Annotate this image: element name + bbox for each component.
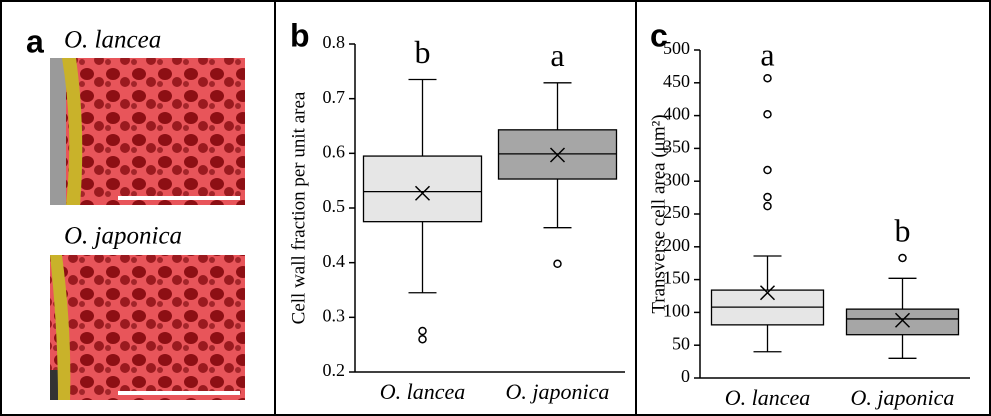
outlier — [898, 253, 907, 263]
x-tick-label: O. japonica — [851, 385, 955, 410]
y-tick-label: 150 — [663, 268, 690, 288]
y-tick-label: 0.6 — [323, 141, 346, 161]
y-tick-label: 200 — [663, 235, 690, 255]
significance-letter: a — [760, 36, 774, 72]
panel-label: a — [26, 23, 44, 59]
species-caption: O. lancea — [64, 27, 161, 54]
outlier — [763, 165, 772, 175]
mean-marker — [894, 312, 911, 328]
x-tick-label: O. lancea — [380, 379, 466, 404]
box — [845, 308, 960, 336]
panel-label: c — [650, 17, 668, 53]
x-tick-label: O. lancea — [725, 385, 811, 410]
outlier — [763, 192, 772, 202]
micrograph — [50, 255, 245, 400]
species-caption: O. japonica — [64, 223, 182, 250]
outlier — [763, 110, 772, 119]
outlier — [418, 334, 427, 344]
outlier — [553, 259, 562, 269]
significance-letter: b — [895, 212, 911, 248]
mean-marker — [759, 285, 776, 301]
micrograph — [50, 58, 245, 205]
y-tick-label: 0 — [681, 366, 690, 386]
y-tick-label: 400 — [663, 104, 690, 124]
y-axis-label: Transverse cell area (μm²) — [648, 114, 669, 313]
y-axis-label: Cell wall fraction per unit area — [288, 91, 309, 324]
mean-marker — [414, 185, 431, 201]
y-tick-label: 450 — [663, 71, 690, 91]
y-tick-label: 0.7 — [323, 87, 346, 107]
outlier — [418, 326, 427, 336]
panel-label: b — [290, 17, 310, 53]
significance-letter: a — [550, 37, 564, 73]
y-tick-label: 50 — [672, 333, 690, 353]
significance-letter: b — [415, 34, 431, 70]
y-tick-label: 0.5 — [323, 196, 346, 216]
y-tick-label: 100 — [663, 301, 690, 321]
y-tick-label: 300 — [663, 169, 690, 189]
box — [362, 155, 483, 223]
x-tick-label: O. japonica — [506, 379, 610, 404]
y-tick-label: 500 — [663, 38, 690, 58]
outlier — [763, 201, 772, 211]
y-tick-label: 0.8 — [323, 32, 346, 52]
y-tick-label: 0.4 — [323, 251, 346, 271]
y-tick-label: 250 — [663, 202, 690, 222]
y-tick-label: 0.3 — [323, 305, 346, 325]
y-tick-label: 350 — [663, 137, 690, 157]
y-tick-label: 0.2 — [323, 360, 346, 380]
outlier — [763, 73, 772, 83]
mean-marker — [549, 147, 566, 163]
